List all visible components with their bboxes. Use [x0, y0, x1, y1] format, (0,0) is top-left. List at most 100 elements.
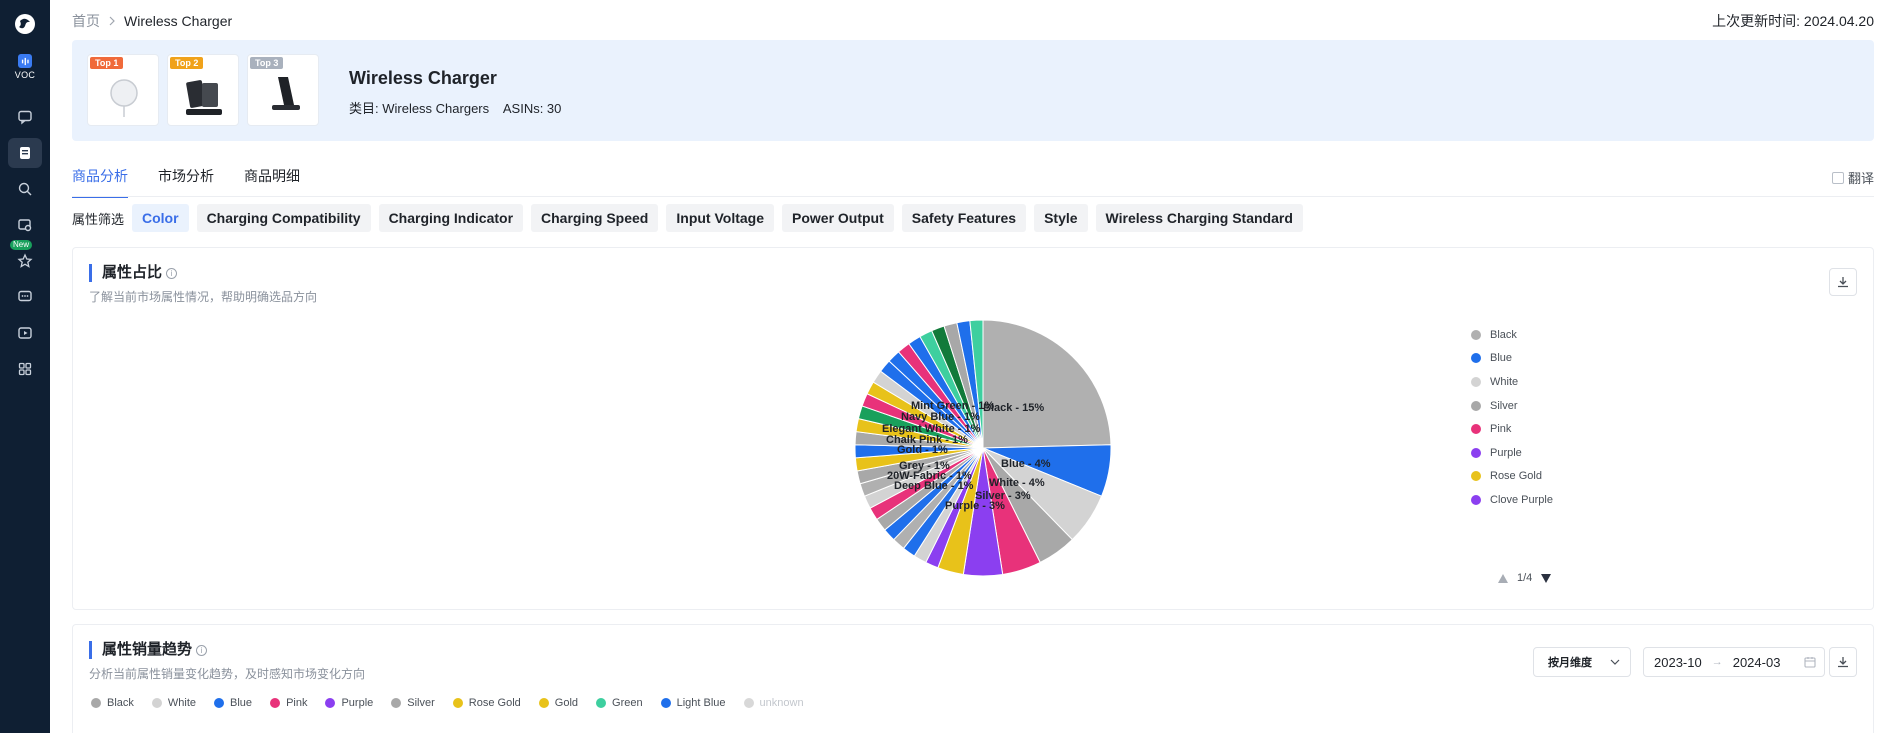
charging-station-image — [186, 80, 222, 115]
video-icon — [18, 327, 32, 339]
legend-item[interactable]: Matte White — [1471, 512, 1591, 515]
breadcrumb: 首页 Wireless Charger — [72, 11, 232, 31]
legend-dot — [1471, 376, 1481, 387]
range-end[interactable]: 2024-03 — [1732, 654, 1781, 670]
granularity-select[interactable]: 按月维度 — [1533, 647, 1631, 677]
sidebar-item-voc[interactable]: VOC — [15, 54, 35, 80]
top3-tag: Top 3 — [250, 57, 284, 69]
trend-legend-item[interactable]: unknown — [743, 697, 804, 709]
pie-label-20w-fabric: 20W-Fabric - 1% — [887, 470, 972, 482]
message-icon — [18, 110, 32, 125]
legend-dot — [1471, 400, 1481, 411]
top2-thumbnail[interactable]: Top 2 — [167, 54, 239, 126]
pie-svg — [854, 319, 1112, 577]
breadcrumb-home[interactable]: 首页 — [72, 13, 100, 29]
trend-card-title-text: 属性销量趋势 — [102, 641, 193, 658]
legend-item[interactable]: Rose Gold — [1471, 465, 1591, 489]
range-start[interactable]: 2023-10 — [1654, 654, 1702, 670]
legend-item[interactable]: Purple — [1471, 441, 1591, 465]
sidebar-item-video[interactable] — [8, 318, 42, 348]
legend-label: Black — [1490, 328, 1517, 341]
info-icon[interactable]: i — [166, 267, 178, 279]
date-range-picker[interactable]: 2023-10 → 2024-03 — [1643, 647, 1825, 677]
legend-label: Clove Purple — [1490, 493, 1553, 506]
legend-dot — [452, 698, 463, 708]
legend-dot — [538, 698, 549, 708]
trend-legend-item[interactable]: Purple — [325, 697, 373, 709]
pie-label-chalk-pink: Chalk Pink - 1% — [886, 434, 968, 446]
trend-legend-item[interactable]: Light Blue — [660, 697, 726, 709]
download-icon — [1838, 657, 1848, 668]
granularity-value: 按月维度 — [1548, 657, 1592, 669]
trend-legend-item[interactable]: Pink — [270, 697, 307, 709]
chip-input-voltage[interactable]: Input Voltage — [666, 204, 774, 232]
legend-dot — [270, 698, 281, 708]
sidebar-item-favorites[interactable]: New — [8, 240, 42, 276]
pie-slice-s34[interactable] — [969, 319, 984, 449]
sidebar-item-search[interactable] — [8, 174, 42, 204]
top1-thumbnail[interactable]: Top 1 — [87, 54, 159, 126]
legend-item[interactable]: Pink — [1471, 417, 1591, 441]
legend-dot — [91, 698, 101, 708]
trend-legend-item[interactable]: White — [151, 697, 197, 709]
category-banner: Top 1 Top 2 Top 3 Wireless Charger 类目: W… — [72, 40, 1874, 141]
pie-label-grey: Grey - 1% — [899, 460, 950, 472]
round-charger-image — [110, 79, 138, 117]
chip-wireless-charging-standard[interactable]: Wireless Charging Standard — [1095, 204, 1303, 232]
legend-dot — [1471, 424, 1481, 435]
share-card-title-text: 属性占比 — [102, 264, 163, 281]
legend-item[interactable]: Clove Purple — [1471, 488, 1591, 512]
legend-label: Gold — [554, 697, 579, 709]
trend-legend-item[interactable]: Blue — [214, 697, 252, 709]
legend-item[interactable]: Blue — [1471, 347, 1591, 371]
chip-power-output[interactable]: Power Output — [782, 204, 894, 232]
category-title: Wireless Charger — [349, 68, 497, 88]
pie-label-silver: Silver - 3% — [975, 490, 1031, 502]
pager-up-icon[interactable] — [1497, 573, 1509, 584]
app-logo-icon[interactable] — [13, 12, 37, 36]
sidebar-item-image-search[interactable] — [8, 210, 42, 240]
sidebar-item-apps[interactable] — [8, 354, 42, 384]
chip-style[interactable]: Style — [1034, 204, 1088, 232]
tab-product-details[interactable]: 商品明细 — [244, 168, 300, 184]
legend-label: White — [167, 697, 197, 709]
pager-down-icon[interactable] — [1540, 573, 1552, 584]
legend-dot — [214, 698, 225, 708]
pie-slice-black[interactable] — [982, 319, 1112, 449]
pie-label-mint-green: Mint Green - 1% — [911, 400, 995, 412]
trend-card-title: 属性销量趋势 i — [89, 641, 208, 659]
sidebar-item-chat[interactable] — [8, 282, 42, 312]
chip-charging-indicator[interactable]: Charging Indicator — [378, 204, 524, 232]
legend-label: Black — [107, 697, 134, 709]
top1-tag: Top 1 — [90, 57, 124, 69]
legend-item[interactable]: Silver — [1471, 394, 1591, 418]
translate-checkbox[interactable] — [1831, 171, 1844, 184]
voc-icon — [18, 54, 32, 68]
pie-label-blue: Blue - 4% — [1001, 458, 1051, 470]
tab-product-analysis[interactable]: 商品分析 — [72, 166, 128, 198]
info-icon[interactable]: i — [196, 644, 208, 656]
chip-charging-speed[interactable]: Charging Speed — [531, 204, 659, 232]
pie-label-purple: Purple - 3% — [945, 500, 1005, 512]
chip-safety-features[interactable]: Safety Features — [901, 204, 1027, 232]
stand-charger-image — [272, 77, 300, 110]
sidebar-item-comments[interactable] — [8, 102, 42, 132]
top3-thumbnail[interactable]: Top 3 — [247, 54, 319, 126]
chip-charging-compatibility[interactable]: Charging Compatibility — [196, 204, 371, 232]
trend-legend-item[interactable]: Gold — [538, 697, 579, 709]
legend-dot — [596, 698, 607, 708]
trend-legend-item[interactable]: Rose Gold — [452, 697, 521, 709]
trend-legend-item[interactable]: Black — [91, 697, 134, 709]
translate-toggle[interactable]: 翻译 — [1831, 168, 1874, 187]
tab-market-analysis[interactable]: 市场分析 — [158, 168, 214, 184]
download-button[interactable] — [1829, 268, 1857, 296]
trend-legend-item[interactable]: Green — [596, 697, 643, 709]
chip-color[interactable]: Color — [132, 204, 189, 232]
legend-item[interactable]: White — [1471, 370, 1591, 394]
trend-download-button[interactable] — [1829, 647, 1857, 677]
sidebar-item-product[interactable] — [8, 138, 42, 168]
trend-legend-item[interactable]: Silver — [391, 697, 435, 709]
legend-dot — [1471, 329, 1481, 340]
legend-item[interactable]: Black — [1471, 323, 1591, 347]
voc-label: VOC — [14, 70, 36, 80]
